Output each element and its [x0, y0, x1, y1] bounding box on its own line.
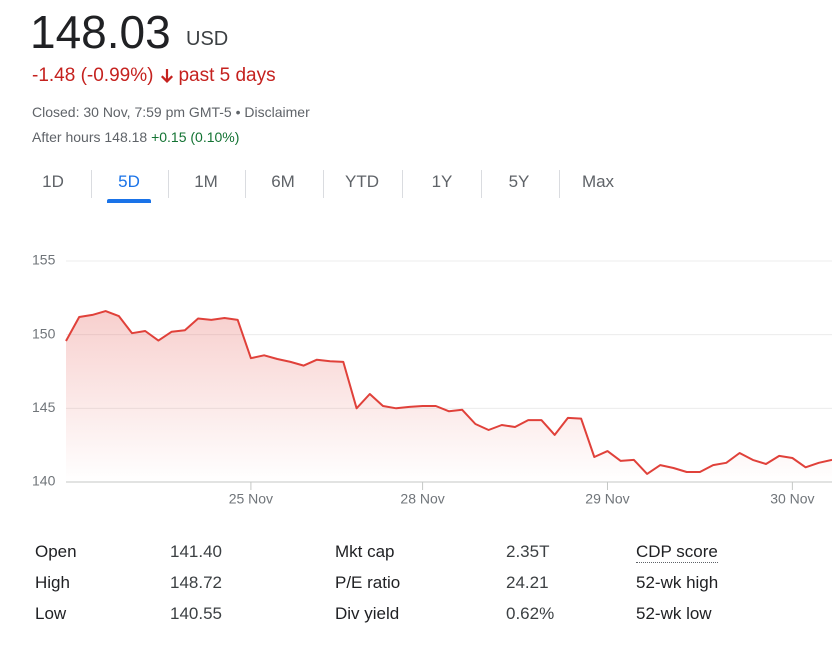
tab-separator	[322, 170, 324, 198]
tab-separator	[558, 170, 560, 198]
stat-label: High	[35, 573, 70, 592]
change: -1.48 (-0.99%)	[32, 65, 154, 86]
separator: •	[235, 104, 241, 120]
currency: USD	[186, 28, 229, 50]
tab-separator	[91, 170, 92, 198]
stat-label: Open	[35, 542, 77, 561]
closed-time: Closed: 30 Nov, 7:59 pm GMT-5	[32, 104, 232, 120]
stat-value: 24.21	[506, 573, 549, 592]
stat-label: Low	[35, 604, 67, 623]
stat-label: CDP score	[636, 542, 718, 563]
active-tab-indicator	[107, 199, 151, 203]
range-tab[interactable]: YTD	[345, 172, 379, 191]
closed-row: Closed: 30 Nov, 7:59 pm GMT-5 • Disclaim…	[32, 104, 310, 120]
x-tick-label: 28 Nov	[400, 491, 444, 507]
stat-label: Mkt cap	[335, 542, 395, 561]
change-row: -1.48 (-0.99%) past 5 days	[32, 65, 276, 87]
tab-separator	[167, 170, 169, 198]
down-arrow-icon	[161, 69, 174, 83]
range-tab[interactable]: 1D	[42, 172, 64, 191]
area	[66, 311, 832, 482]
stat-label: P/E ratio	[335, 573, 401, 592]
tab-separator	[244, 170, 246, 198]
stat-value: 148.72	[170, 573, 222, 592]
y-tick-label: 145	[32, 399, 56, 415]
after-hours-row: After hours 148.18 +0.15 (0.10%)	[32, 129, 239, 145]
tab-separator	[402, 170, 403, 198]
range-tab[interactable]: 1M	[194, 172, 218, 191]
price: 148.03	[30, 6, 171, 58]
range-tab[interactable]: 1Y	[431, 172, 453, 191]
tab-separator	[480, 170, 482, 198]
period: past 5 days	[178, 65, 276, 86]
stat-label: Div yield	[335, 604, 400, 623]
range-tab[interactable]: 6M	[271, 172, 295, 191]
chart: 140 145 150 155 25 Nov 28 Nov 29 Nov 30 Nov	[32, 252, 832, 507]
after-hours: After hours 148.18	[32, 129, 148, 145]
range-tab[interactable]: 5D	[118, 172, 140, 191]
disclaimer-link[interactable]: Disclaimer	[244, 104, 310, 120]
after-hours-change: +0.15 (0.10%)	[151, 129, 240, 145]
y-tick-label: 150	[32, 325, 56, 341]
price-line	[65, 310, 832, 475]
x-tick-label: 30 Nov	[770, 491, 814, 507]
x-tick-label: 25 Nov	[229, 491, 273, 507]
stat-label: 52-wk low	[636, 604, 712, 623]
y-tick-label: 155	[32, 252, 56, 268]
stat-value: 2.35T	[506, 542, 550, 561]
range-tab[interactable]: 5Y	[508, 172, 530, 191]
y-tick-label: 140	[32, 473, 56, 489]
range-tab[interactable]: Max	[581, 172, 615, 191]
stat-value: 140.55	[170, 604, 222, 623]
x-tick-label: 29 Nov	[585, 491, 629, 507]
stat-value: 0.62%	[506, 604, 555, 623]
stat-label: 52-wk high	[636, 573, 719, 592]
stat-value: 141.40	[170, 542, 222, 561]
